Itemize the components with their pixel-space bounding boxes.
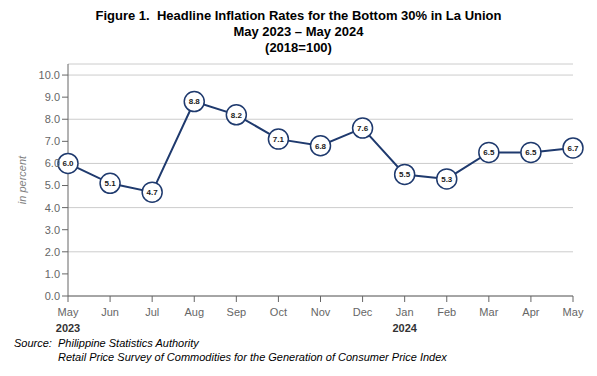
svg-text:6.8: 6.8	[315, 142, 327, 151]
svg-text:8.0: 8.0	[45, 113, 60, 125]
html-text:(2018=100): (2018=100)	[265, 40, 332, 55]
svg-text:Apr: Apr	[522, 306, 539, 318]
svg-text:6.0: 6.0	[45, 157, 60, 169]
svg-text:2.0: 2.0	[45, 246, 60, 258]
svg-text:in percent: in percent	[16, 155, 28, 204]
svg-text:5.0: 5.0	[45, 179, 60, 191]
svg-text:5.3: 5.3	[441, 175, 453, 184]
svg-text:Sep: Sep	[227, 306, 247, 318]
svg-text:8.8: 8.8	[189, 97, 201, 106]
svg-text:8.2: 8.2	[231, 111, 243, 120]
svg-text:Dec: Dec	[353, 306, 373, 318]
svg-text:1.0: 1.0	[45, 268, 60, 280]
svg-text:7.1: 7.1	[273, 135, 285, 144]
svg-text:Jan: Jan	[396, 306, 414, 318]
html-text:May 2023 – May 2024: May 2023 – May 2024	[233, 24, 364, 39]
svg-text:Aug: Aug	[184, 306, 204, 318]
svg-text:0.0: 0.0	[45, 290, 60, 302]
html-text:Source: Philippine Statistics: Source: Philippine Statistics Authority	[14, 337, 199, 349]
svg-text:5.1: 5.1	[105, 179, 117, 188]
svg-text:6.5: 6.5	[525, 148, 537, 157]
svg-text:7.6: 7.6	[357, 124, 369, 133]
svg-text:10.0: 10.0	[39, 69, 60, 81]
svg-text:2024: 2024	[392, 322, 417, 334]
svg-text:4.0: 4.0	[45, 202, 60, 214]
html-text:Retail Price Survey of Commodi: Retail Price Survey of Commodities for t…	[58, 351, 447, 363]
svg-text:5.5: 5.5	[399, 170, 411, 179]
svg-text:6.7: 6.7	[567, 144, 579, 153]
svg-text:7.0: 7.0	[45, 135, 60, 147]
svg-text:Jul: Jul	[145, 306, 159, 318]
svg-text:9.0: 9.0	[45, 91, 60, 103]
svg-text:4.7: 4.7	[147, 188, 159, 197]
html-text:Figure 1. Headline Inflation R: Figure 1. Headline Inflation Rates for t…	[95, 8, 502, 23]
svg-text:Nov: Nov	[311, 306, 331, 318]
svg-text:Mar: Mar	[479, 306, 498, 318]
svg-text:3.0: 3.0	[45, 224, 60, 236]
svg-text:Jun: Jun	[101, 306, 119, 318]
svg-text:6.5: 6.5	[483, 148, 495, 157]
svg-text:Oct: Oct	[270, 306, 287, 318]
svg-text:May: May	[58, 306, 79, 318]
svg-text:Feb: Feb	[437, 306, 456, 318]
svg-text:May: May	[563, 306, 584, 318]
svg-text:2023: 2023	[56, 322, 80, 334]
svg-text:6.0: 6.0	[62, 159, 74, 168]
